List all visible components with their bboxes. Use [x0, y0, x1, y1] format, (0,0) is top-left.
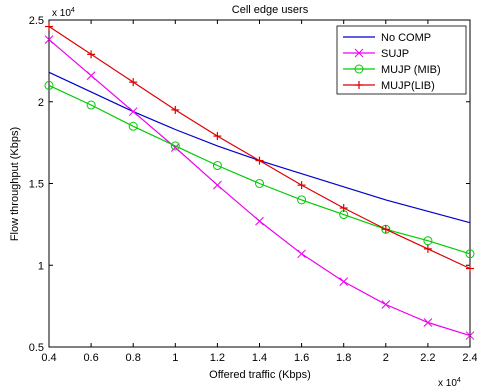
- data-point: [129, 78, 138, 87]
- data-point: [212, 161, 222, 171]
- data-point: [423, 236, 433, 246]
- data-point: [423, 318, 433, 327]
- x-axis: 0.4 0.6 0.8 1 1.2 1.4 1.6 1.8 2 2.2 2.4: [41, 20, 477, 364]
- data-point: [466, 264, 474, 273]
- data-point: [297, 249, 306, 259]
- data-point: [128, 107, 138, 116]
- y-tick-label: 2.5: [29, 15, 44, 27]
- x-tick-label: 1.2: [210, 352, 225, 364]
- series-layer: [44, 22, 475, 340]
- x-tick-label: 1: [172, 352, 178, 364]
- data-point: [354, 64, 364, 74]
- data-point: [128, 121, 138, 131]
- y-tick-label: 1.5: [29, 179, 44, 191]
- data-point: [465, 249, 475, 259]
- data-point: [213, 180, 222, 190]
- legend-label: No COMP: [381, 32, 431, 44]
- data-point: [355, 81, 363, 89]
- data-point: [297, 181, 306, 190]
- legend: No COMP SUJP MUJP (MIB) MUJP(LIB): [336, 25, 467, 95]
- x-tick-label: 1.4: [252, 352, 267, 364]
- data-point: [213, 132, 222, 141]
- data-point: [255, 179, 264, 188]
- x-multiplier: x 104: [438, 377, 461, 389]
- data-point: [87, 50, 96, 59]
- x-tick-label: 0.8: [126, 352, 141, 364]
- series-4: [45, 22, 474, 273]
- data-point: [86, 71, 96, 80]
- y-axis: 0.5 1 1.5 2 2.5: [29, 15, 470, 354]
- data-point: [44, 35, 54, 44]
- data-point: [381, 300, 391, 309]
- legend-entry: SUJP: [343, 48, 409, 60]
- data-point: [171, 105, 180, 114]
- data-point: [297, 195, 307, 205]
- y-axis-label: Flow throughput (Kbps): [9, 127, 21, 241]
- legend-label: MUJP(LIB): [381, 80, 435, 92]
- legend-entry: MUJP (MIB): [343, 64, 441, 76]
- data-point: [423, 244, 432, 253]
- data-point: [255, 216, 264, 226]
- x-tick-label: 1.8: [336, 352, 351, 364]
- data-point: [44, 80, 54, 90]
- legend-label: MUJP (MIB): [381, 64, 441, 76]
- data-point: [339, 277, 349, 286]
- x-tick-label: 2: [383, 352, 389, 364]
- chart-title: Cell edge users: [232, 4, 309, 16]
- y-tick-label: 0.5: [29, 342, 44, 354]
- x-axis-label: Offered traffic (Kbps): [209, 369, 311, 381]
- x-tick-label: 0.6: [83, 352, 98, 364]
- data-point: [45, 22, 53, 31]
- data-point: [381, 225, 390, 234]
- series-2: [44, 35, 475, 340]
- data-point: [86, 100, 96, 110]
- data-point: [354, 48, 364, 58]
- y-multiplier: x 104: [52, 7, 75, 19]
- data-point: [465, 331, 475, 340]
- x-tick-label: 2.2: [420, 352, 435, 364]
- data-point: [339, 204, 348, 213]
- x-tick-label: 0.4: [41, 352, 56, 364]
- y-tick-label: 1: [38, 260, 44, 272]
- legend-label: SUJP: [381, 48, 409, 60]
- legend-entry: No COMP: [343, 32, 431, 44]
- data-point: [170, 141, 180, 151]
- data-point: [255, 156, 264, 165]
- x-tick-label: 1.6: [294, 352, 309, 364]
- legend-entry: MUJP(LIB): [343, 80, 435, 92]
- x-tick-label: 2.4: [462, 352, 477, 364]
- series-line: [48, 84, 471, 255]
- y-tick-label: 2: [38, 97, 44, 109]
